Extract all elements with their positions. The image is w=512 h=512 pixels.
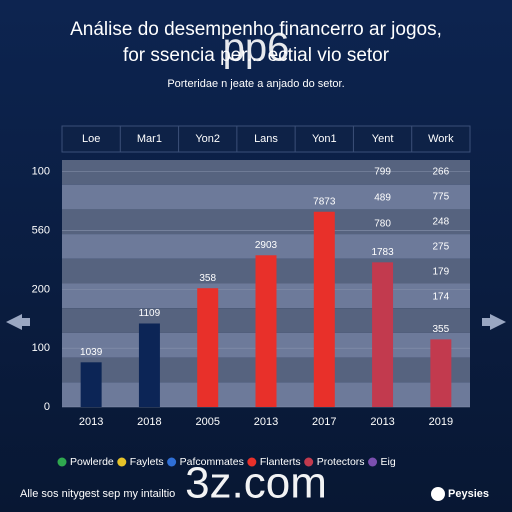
header-label: Yon2 <box>195 133 220 145</box>
bar-annotation: 2903 <box>255 240 278 251</box>
plot-stripe <box>62 184 470 210</box>
bar-annotation: 355 <box>433 324 450 335</box>
bar <box>372 262 394 407</box>
plot-stripe <box>62 160 470 185</box>
watermark: 3z.com <box>185 459 327 508</box>
bar <box>138 323 160 407</box>
column-value: 775 <box>433 192 450 203</box>
chart-title: Análise do desempenho financerro ar jogo… <box>70 19 442 40</box>
column-value: 489 <box>374 193 391 204</box>
x-tick-label: 2005 <box>195 416 219 428</box>
legend-label: Flanterts <box>260 456 301 468</box>
header-label: Mar1 <box>137 133 162 145</box>
legend-swatch <box>304 457 314 467</box>
x-tick-label: 2018 <box>137 416 161 428</box>
column-value: 248 <box>433 217 450 228</box>
bar <box>80 362 102 407</box>
legend-label: Protectors <box>317 456 365 468</box>
brand-icon <box>431 487 445 501</box>
bar <box>313 211 335 407</box>
header-band <box>61 125 471 153</box>
legend-swatch <box>167 457 177 467</box>
x-tick-label: 2013 <box>254 416 278 428</box>
header-label: Lans <box>254 133 278 145</box>
y-tick-label: 560 <box>32 224 50 236</box>
column-value: 799 <box>374 167 391 178</box>
header-label: Loe <box>82 133 100 145</box>
y-tick-label: 200 <box>32 283 50 295</box>
plot-stripe <box>62 234 470 259</box>
header-label: Yon1 <box>312 133 337 145</box>
column-value: 266 <box>433 167 450 178</box>
bar <box>430 339 452 407</box>
header-label: Work <box>428 133 454 145</box>
header-label: Yent <box>372 133 394 145</box>
column-value: 275 <box>433 242 450 253</box>
y-tick-label: 0 <box>44 401 50 413</box>
bar-annotation: 1783 <box>371 247 394 258</box>
legend-label: Faylets <box>130 456 164 468</box>
y-tick-label: 100 <box>32 342 50 354</box>
chart-subtitle: for ssencia per... ectial vio setor <box>123 45 390 66</box>
legend-swatch <box>57 457 67 467</box>
bar-annotation: 7873 <box>313 196 336 207</box>
watermark: pp6 <box>223 26 290 70</box>
x-tick-label: 2013 <box>370 416 394 428</box>
legend-swatch <box>368 457 378 467</box>
bar <box>197 288 219 407</box>
x-tick-label: 2019 <box>429 416 453 428</box>
plot-stripe <box>62 209 470 235</box>
y-tick-label: 100 <box>32 166 50 178</box>
bar-annotation: 1109 <box>139 308 161 319</box>
x-tick-label: 2013 <box>79 416 103 428</box>
right-arrow <box>482 314 506 330</box>
left-arrow <box>6 314 30 330</box>
column-value: 174 <box>433 292 450 303</box>
x-tick-label: 2017 <box>312 416 336 428</box>
legend-swatch <box>117 457 127 467</box>
legend-swatch <box>247 457 257 467</box>
column-value: 179 <box>433 267 450 278</box>
caption: Porteridae n jeate a anjado do setor. <box>167 78 344 90</box>
brand: Peysies <box>448 488 489 500</box>
bar <box>255 255 277 407</box>
legend-label: Pafcommates <box>180 456 244 468</box>
bar-annotation: 1039 <box>80 347 103 358</box>
legend-label: Eig <box>381 456 396 468</box>
column-value: 780 <box>374 219 391 230</box>
legend-label: Powlerde <box>70 456 114 468</box>
bar-annotation: 358 <box>199 273 216 284</box>
footer: Alle sos nitygest sep my intailtio <box>20 488 175 500</box>
